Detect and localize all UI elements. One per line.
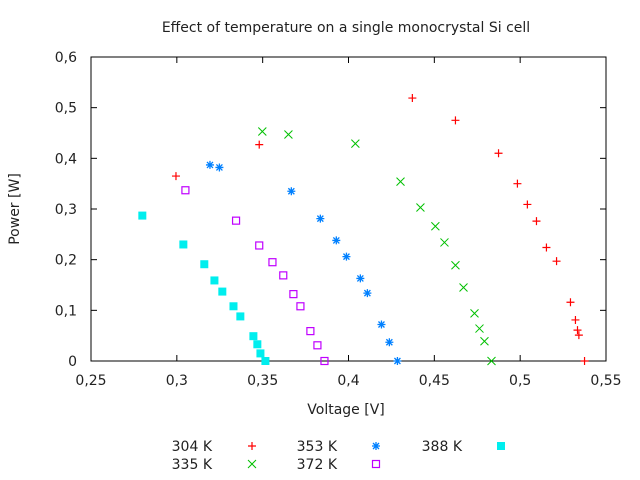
data-point [215,163,224,172]
legend-marker [372,442,380,450]
data-point [451,260,460,270]
data-point [179,240,188,249]
series-388-K [138,211,270,365]
data-point [313,341,322,350]
data-point [542,243,551,252]
data-point [210,276,219,285]
data-point [431,221,440,231]
series-372-K [181,186,329,366]
x-tick-label: 0,55 [590,373,621,389]
data-point [320,356,329,366]
data-point [181,186,190,195]
legend-marker [247,459,257,469]
data-point [393,357,402,365]
x-tick-label: 0,4 [337,373,359,389]
series-353-K [205,160,402,365]
plot-frame [90,56,607,362]
data-point [351,139,360,148]
x-tick-label: 0,45 [419,373,450,389]
y-axis-label: Power [W] [7,173,23,245]
chart-title: Effect of temperature on a single monocr… [162,20,530,36]
data-point [218,287,227,296]
data-point [532,217,541,226]
data-point [200,260,209,269]
data-point [571,315,580,324]
x-axis-label: Voltage [V] [307,402,384,418]
data-point [566,298,575,307]
data-point [480,336,489,346]
data-point [475,324,484,333]
data-point [261,357,270,365]
data-point [138,211,147,220]
y-tick-label: 0,6 [55,50,77,66]
legend-marker [497,442,505,450]
legend-label: 335 K [172,457,213,473]
data-point [342,252,351,261]
data-point [171,172,180,181]
data-point [287,187,296,196]
y-tick-label: 0,4 [55,151,77,167]
data-point [255,241,264,250]
data-point [356,274,365,283]
data-point [396,177,405,186]
data-point [573,326,582,335]
data-point [440,238,449,247]
legend-label: 304 K [172,439,213,455]
legend-label: 372 K [297,457,338,473]
data-point [231,216,241,225]
x-tick-label: 0,3 [166,373,188,389]
data-point [408,94,417,103]
data-point [552,257,561,266]
data-point [257,127,267,136]
data-point [385,338,394,347]
data-point [255,140,264,149]
x-tick-label: 0,25 [75,373,106,389]
x-tick-label: 0,35 [247,373,278,389]
legend-marker [371,459,381,469]
data-point [513,179,522,188]
data-point [451,116,460,125]
data-point [316,214,325,223]
data-point [253,340,262,349]
data-point [279,271,288,280]
data-point [289,290,298,299]
data-point [256,349,265,358]
data-point [377,320,386,329]
legend-label: 388 K [422,439,463,455]
data-point [268,258,277,267]
data-point [523,200,532,209]
data-point [229,302,238,311]
legend-marker [248,442,256,450]
data-point [296,302,305,311]
legend-label: 353 K [297,439,338,455]
data-point [363,289,372,298]
y-tick-label: 0 [68,354,77,370]
data-point [470,309,479,318]
y-tick-label: 0,3 [55,202,77,218]
data-point [306,327,315,336]
data-point [487,356,496,366]
data-point [332,236,341,245]
data-point [459,283,468,292]
y-tick-label: 0,2 [55,253,77,269]
y-tick-label: 0,1 [55,303,77,319]
data-point [580,357,589,365]
y-tick-label: 0,5 [55,101,77,117]
x-tick-label: 0,5 [509,373,531,389]
data-point [494,149,503,158]
data-point [249,332,258,341]
data-point [574,331,583,340]
series-304-K [171,94,589,365]
data-point [416,203,425,212]
data-point [205,160,214,169]
series-335-K [257,127,496,366]
data-point [236,312,245,321]
data-point [284,130,293,139]
